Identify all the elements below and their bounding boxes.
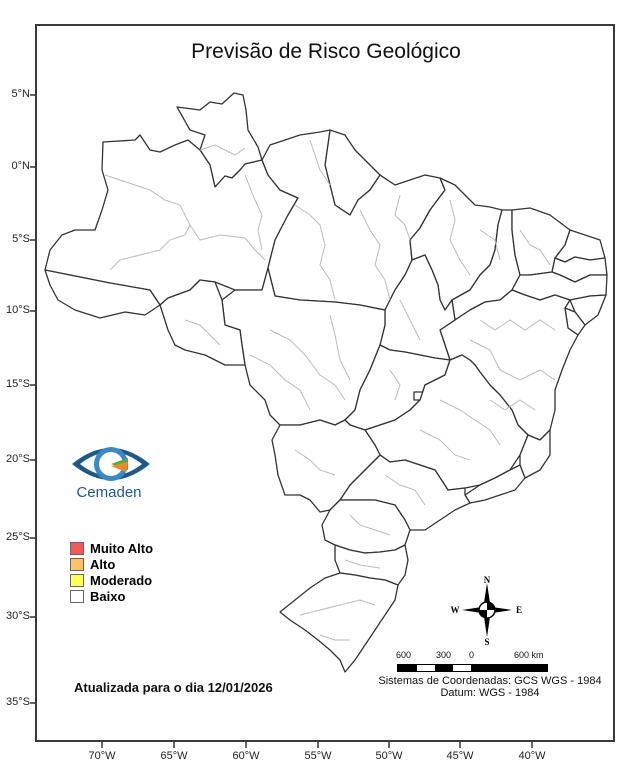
updated-date-text: Atualizada para o dia 12/01/2026 [74,680,273,695]
state-mato-grosso-do-sul [271,419,381,513]
scale-segments [397,664,548,672]
scale-labels: 600 300 0 600 km [396,650,544,660]
state-rio-grande-do-sul [279,572,399,673]
x-tick-label: 60°W [232,750,260,762]
y-tick-label: 15°S [6,378,30,390]
state-boundaries [44,92,608,673]
svg-text:W: W [451,605,460,615]
y-tick-label: 5°N [11,88,30,100]
legend-swatch [70,541,84,555]
y-tick-label: 20°S [6,453,30,465]
legend-item-baixo: Baixo [70,588,153,604]
x-tick-label: 50°W [375,750,403,762]
north-arrow: N S W E [448,575,526,647]
y-tick-label: 35°S [6,696,30,708]
svg-text:E: E [516,605,522,615]
cemaden-eye-icon [72,447,150,481]
state-espirito-santo [519,429,551,479]
svg-text:N: N [484,575,491,585]
y-tick-label: 25°S [6,531,30,543]
y-tick-label: 0°N [11,160,30,172]
x-tick-label: 40°W [518,750,546,762]
cemaden-logo: Cemaden [66,440,156,512]
logo-text: Cemaden [76,484,142,501]
y-tick-label: 30°S [6,610,30,622]
legend-swatch [70,557,84,571]
svg-text:S: S [484,637,489,645]
y-tick-label: 5°S [12,233,30,245]
meso-region-boundaries [104,139,556,641]
legend-swatch [70,589,84,603]
legend-item-muito-alto: Muito Alto [70,540,153,556]
coordinate-system-note: Sistemas de Coordenadas: GCS WGS - 1984 … [378,675,602,699]
x-tick-label: 65°W [160,750,188,762]
x-tick-label: 70°W [88,750,116,762]
map-title: Previsão de Risco Geológico [191,40,461,63]
legend-item-alto: Alto [70,556,153,572]
x-tick-label: 55°W [304,750,332,762]
map-frame [35,24,615,742]
legend-item-moderado: Moderado [70,572,153,588]
compass-rose-icon: N S W E [451,575,523,647]
scale-bar: 600 300 0 600 km [396,650,556,672]
y-tick-label: 10°S [6,304,30,316]
legend-swatch [70,573,84,587]
state-rondonia [159,279,246,366]
state-acre [44,269,161,319]
legend: Muito Alto Alto Moderado Baixo [70,540,153,604]
x-tick-label: 45°W [446,750,474,762]
axis-tick-marks [30,94,533,748]
